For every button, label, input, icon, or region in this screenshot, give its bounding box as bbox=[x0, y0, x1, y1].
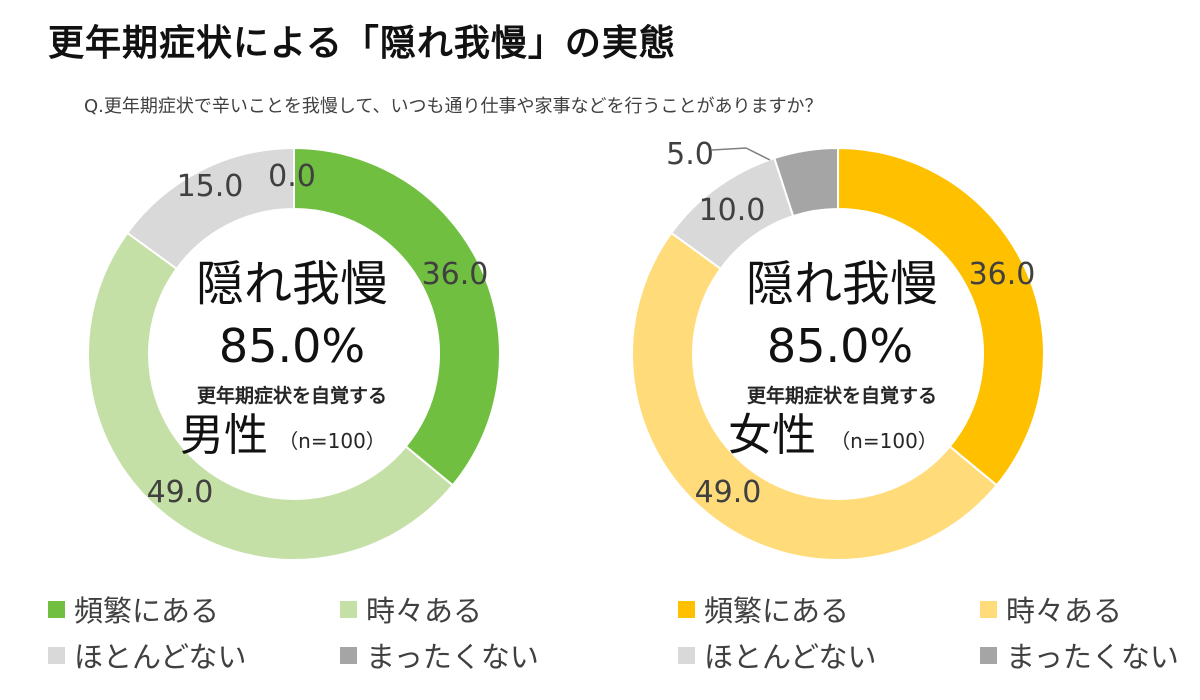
legend-item: 頻繁にある bbox=[48, 588, 219, 630]
legend-label: ほとんどない bbox=[74, 640, 247, 674]
center-percent: 85.0% bbox=[767, 319, 913, 373]
data-label: 49.0 bbox=[695, 475, 762, 510]
donut-slice bbox=[773, 146, 839, 218]
leader-line bbox=[711, 147, 771, 161]
legend-swatch bbox=[48, 646, 65, 664]
center-subtitle: 更年期症状を自覚する bbox=[747, 384, 937, 407]
center-headline: 隠れ我慢 bbox=[746, 256, 938, 312]
donut-slice bbox=[837, 146, 1045, 487]
legend-item: ほとんどない bbox=[678, 634, 877, 676]
legend-label: 頻繁にある bbox=[704, 594, 850, 628]
legend-swatch bbox=[340, 600, 357, 618]
data-label: 36.0 bbox=[422, 257, 489, 292]
data-label: 15.0 bbox=[177, 169, 244, 204]
center-group: 男性 bbox=[180, 410, 268, 461]
legend-item: 頻繁にある bbox=[678, 588, 849, 630]
donut-slice bbox=[631, 231, 999, 561]
legend-swatch bbox=[340, 646, 357, 664]
data-label: 49.0 bbox=[147, 475, 214, 510]
data-label: 36.0 bbox=[969, 257, 1036, 292]
data-label: 0.0 bbox=[268, 159, 316, 194]
legend-swatch bbox=[678, 600, 695, 618]
legend-item: 時々ある bbox=[980, 588, 1122, 630]
legend-swatch bbox=[48, 600, 65, 618]
center-sample: （n=100） bbox=[278, 429, 386, 453]
data-label: 5.0 bbox=[666, 137, 714, 172]
center-subtitle: 更年期症状を自覚する bbox=[197, 384, 387, 407]
legend-item: まったくない bbox=[340, 634, 539, 676]
center-headline: 隠れ我慢 bbox=[196, 256, 388, 312]
legend-label: 時々ある bbox=[1006, 594, 1123, 628]
legend-item: ほとんどない bbox=[48, 634, 247, 676]
legend-swatch bbox=[980, 600, 997, 618]
legend-swatch bbox=[678, 646, 695, 664]
center-group: 女性 bbox=[728, 410, 816, 461]
legend-label: 頻繁にある bbox=[74, 594, 220, 628]
legend-label: 時々ある bbox=[366, 594, 483, 628]
donut-slice bbox=[125, 146, 295, 271]
legend-label: まったくない bbox=[366, 640, 539, 674]
legend-swatch bbox=[980, 646, 997, 664]
legend-item: 時々ある bbox=[340, 588, 482, 630]
data-label: 10.0 bbox=[699, 193, 766, 228]
survey-question: Q.更年期症状で辛いことを我慢して、いつも通り仕事や家事などを行うことがあります… bbox=[84, 96, 823, 117]
donut-slice bbox=[86, 231, 455, 561]
legend-label: まったくない bbox=[1006, 640, 1179, 674]
legend-label: ほとんどない bbox=[704, 640, 877, 674]
center-percent: 85.0% bbox=[219, 319, 365, 373]
donut-slice bbox=[293, 146, 501, 487]
legend-item: まったくない bbox=[980, 634, 1179, 676]
chart-title: 更年期症状による「隠れ我慢」の実態 bbox=[48, 23, 676, 64]
center-sample: （n=100） bbox=[830, 429, 938, 453]
